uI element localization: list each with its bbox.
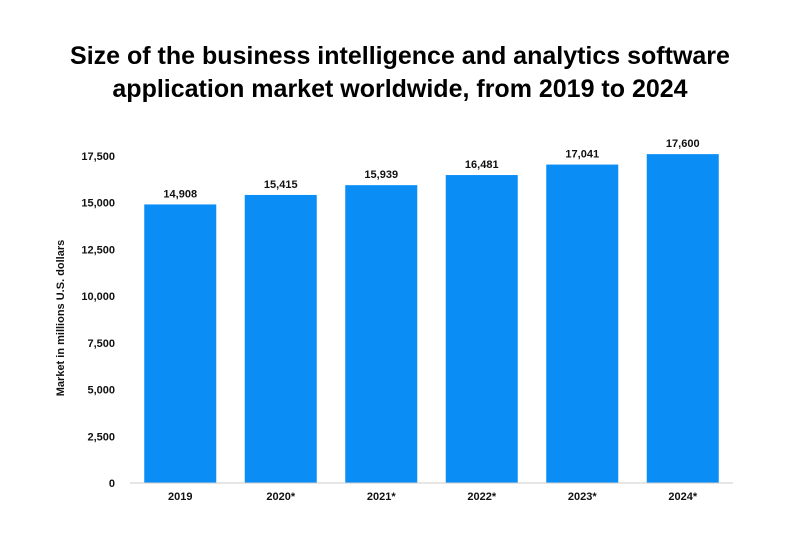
x-tick-label: 2020* bbox=[266, 491, 295, 503]
x-tick-label: 2024* bbox=[668, 491, 697, 503]
y-axis-title: Market in millions U.S. dollars bbox=[55, 240, 67, 396]
bar-2024 bbox=[646, 154, 719, 484]
x-tick-label: 2023* bbox=[568, 491, 597, 503]
x-tick-label: 2021* bbox=[367, 491, 396, 503]
bar-2023 bbox=[546, 164, 619, 484]
bar-value-label: 14,908 bbox=[163, 188, 197, 200]
bar-value-label: 17,041 bbox=[565, 149, 599, 161]
bar-value-label: 15,939 bbox=[364, 169, 398, 181]
x-axis-ticks: 2019 2020* 2021* 2022* 2023* 2024* bbox=[168, 491, 698, 503]
y-tick-label: 10,000 bbox=[81, 291, 115, 303]
value-labels: 14,908 15,415 15,939 16,481 17,041 17,600 bbox=[163, 138, 699, 200]
bar-value-label: 16,481 bbox=[465, 159, 499, 171]
chart-title: Size of the business intelligence and an… bbox=[0, 40, 800, 106]
bars bbox=[144, 154, 719, 484]
y-tick-label: 5,000 bbox=[87, 385, 115, 397]
bar-2019 bbox=[144, 204, 217, 484]
y-tick-label: 17,500 bbox=[81, 151, 115, 163]
bar-2022 bbox=[445, 175, 518, 483]
chart-title-line-1: Size of the business intelligence and an… bbox=[70, 42, 730, 70]
y-tick-label: 12,500 bbox=[81, 244, 115, 256]
bar-2020 bbox=[244, 194, 317, 483]
bar-value-label: 17,600 bbox=[666, 138, 700, 150]
y-axis-ticks: 0 2,500 5,000 7,500 10,000 12,500 15,000 17,500 bbox=[81, 151, 115, 490]
y-tick-label: 7,500 bbox=[87, 338, 115, 350]
y-tick-label: 15,000 bbox=[81, 198, 115, 210]
x-tick-label: 2019 bbox=[168, 491, 192, 503]
y-tick-label: 2,500 bbox=[87, 431, 115, 443]
bar-2021 bbox=[345, 185, 418, 483]
x-tick-label: 2022* bbox=[467, 491, 496, 503]
chart-title-line-2: application market worldwide, from 2019 … bbox=[112, 75, 688, 103]
y-tick-label: 0 bbox=[109, 478, 115, 490]
bar-value-label: 15,415 bbox=[264, 179, 298, 191]
